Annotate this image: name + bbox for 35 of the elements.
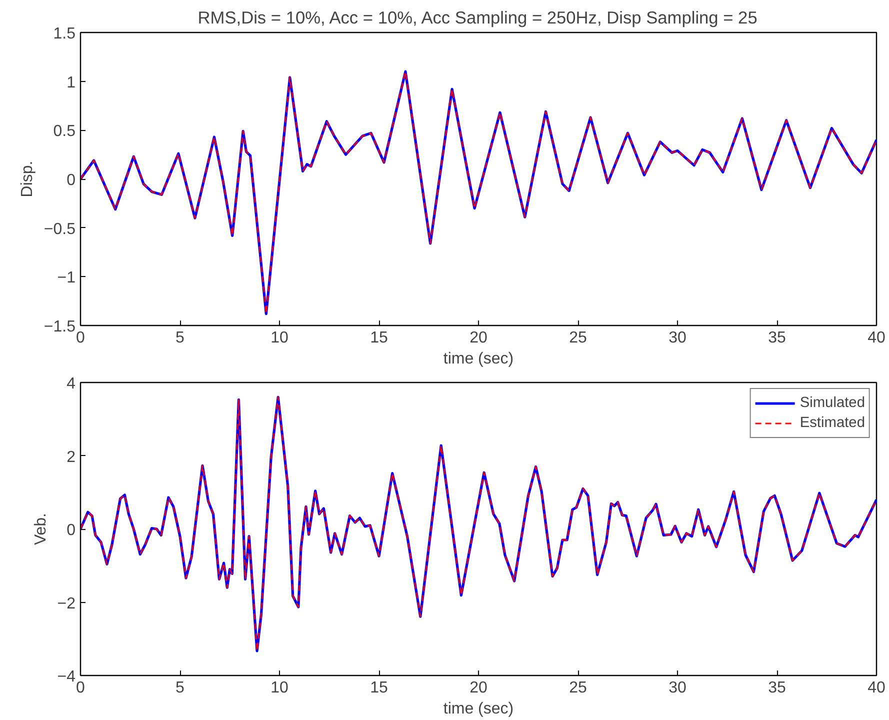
y-tick-label: 1.5 — [53, 26, 76, 42]
x-tick-label: 5 — [176, 330, 185, 346]
legend-label: Estimated — [800, 415, 865, 431]
x-tick-label: 35 — [768, 680, 786, 696]
x-tick-label: 20 — [470, 330, 488, 346]
y-tick-label: 4 — [66, 376, 76, 392]
y-tick-label: −4 — [57, 668, 76, 686]
x-tick-label: 25 — [569, 330, 587, 346]
y-axis-title: Disp. — [18, 160, 36, 198]
y-tick-label: 2 — [66, 448, 76, 466]
x-tick-label: 25 — [569, 680, 587, 696]
y-tick-label: 0 — [66, 522, 76, 539]
x-tick-label: 20 — [470, 680, 488, 696]
y-tick-label: 0.5 — [53, 123, 76, 140]
x-tick-label: 30 — [668, 330, 686, 346]
chart-title: RMS,Dis = 10%, Acc = 10%, Acc Sampling = 250Hz, Disp Sampling = 25 — [198, 8, 758, 28]
x-axis-title: time (sec) — [443, 700, 514, 718]
x-tick-label: 15 — [370, 330, 388, 346]
x-tick-label: 15 — [370, 680, 388, 696]
y-tick-label: 0 — [66, 172, 76, 189]
x-tick-label: 40 — [868, 330, 886, 346]
x-tick-label: 5 — [176, 680, 185, 696]
y-tick-label: −2 — [57, 595, 76, 612]
y-tick-label: −1.5 — [44, 318, 76, 336]
x-tick-label: 10 — [270, 330, 288, 346]
x-tick-label: 40 — [868, 680, 886, 696]
y-tick-label: −1 — [57, 270, 76, 287]
y-axis-title: Veb. — [32, 512, 50, 546]
legend-label: Simulated — [800, 395, 865, 411]
x-axis-title: time (sec) — [443, 350, 514, 368]
y-tick-label: −0.5 — [44, 220, 76, 238]
y-tick-label: 1 — [66, 74, 76, 92]
x-tick-label: 35 — [768, 330, 786, 346]
x-tick-label: 10 — [270, 680, 288, 696]
x-tick-label: 30 — [668, 680, 686, 696]
